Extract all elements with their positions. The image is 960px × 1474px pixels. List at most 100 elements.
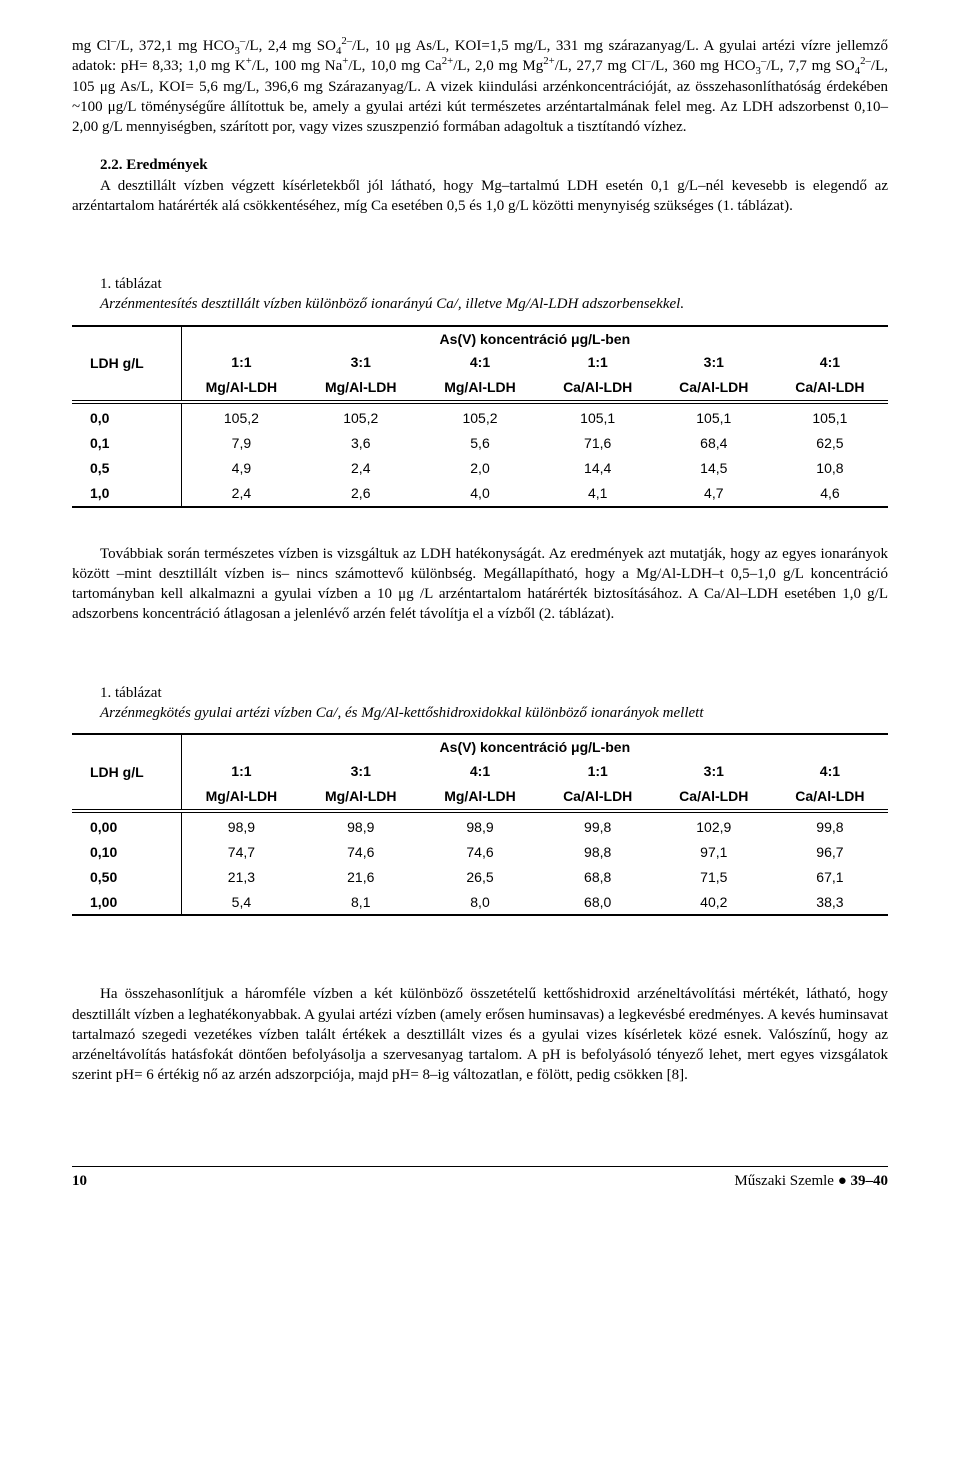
table-row-key: 0,0 <box>72 402 181 431</box>
table-cell: 105,2 <box>181 402 301 431</box>
table-cell: 68,0 <box>540 890 656 916</box>
table-cell: 71,6 <box>540 431 656 456</box>
table-column-header: Mg/Al-LDH <box>420 784 539 811</box>
intro-paragraph-2: A desztillált vízben végzett kísérletekb… <box>72 176 888 217</box>
table-row: 0,54,92,42,014,414,510,8 <box>72 456 888 481</box>
table-column-header: Ca/Al-LDH <box>540 784 656 811</box>
table-column-header: 1:1 <box>181 350 301 375</box>
table2-name-row: Mg/Al-LDHMg/Al-LDHMg/Al-LDHCa/Al-LDHCa/A… <box>72 784 888 811</box>
table-cell: 102,9 <box>656 811 772 840</box>
table-cell: 40,2 <box>656 890 772 916</box>
outro-paragraph: Ha összehasonlítjuk a háromféle vízben a… <box>72 984 888 1085</box>
table-cell: 2,4 <box>301 456 420 481</box>
page-footer: 10 Műszaki Szemle ● 39–40 <box>72 1166 888 1191</box>
table-cell: 21,3 <box>181 865 301 890</box>
table-column-header: 1:1 <box>540 350 656 375</box>
table1-caption-number: 1. táblázat <box>72 274 888 294</box>
table-row-key: 0,50 <box>72 865 181 890</box>
table-cell: 98,9 <box>181 811 301 840</box>
table-row: 0,17,93,65,671,668,462,5 <box>72 431 888 456</box>
table-column-header: 1:1 <box>540 759 656 784</box>
table-column-header: 3:1 <box>656 350 772 375</box>
section-heading-2-2: 2.2. Eredmények <box>72 155 888 175</box>
table-column-header: 3:1 <box>656 759 772 784</box>
table-cell: 26,5 <box>420 865 539 890</box>
table-cell: 10,8 <box>772 456 888 481</box>
table-cell: 14,4 <box>540 456 656 481</box>
table-column-header: 4:1 <box>420 350 539 375</box>
table-cell: 7,9 <box>181 431 301 456</box>
table1-superheader: As(V) koncentráció μg/L-ben <box>181 326 888 351</box>
table-cell: 8,0 <box>420 890 539 916</box>
table-row: 0,5021,321,626,568,871,567,1 <box>72 865 888 890</box>
table-row-key: 0,5 <box>72 456 181 481</box>
table-row-key: 1,0 <box>72 481 181 507</box>
table-cell: 5,4 <box>181 890 301 916</box>
table-column-header: Mg/Al-LDH <box>301 784 420 811</box>
table-column-header: Ca/Al-LDH <box>772 375 888 402</box>
intro-paragraph-1: mg Cl–/L, 372,1 mg HCO3–/L, 2,4 mg SO42–… <box>72 36 888 137</box>
table2-superheader: As(V) koncentráció μg/L-ben <box>181 734 888 759</box>
table-column-header: 4:1 <box>772 759 888 784</box>
table-row: 0,1074,774,674,698,897,196,7 <box>72 840 888 865</box>
table-cell: 2,4 <box>181 481 301 507</box>
table-cell: 105,1 <box>772 402 888 431</box>
table2: LDH g/L As(V) koncentráció μg/L-ben 1:13… <box>72 733 888 916</box>
journal-name: Műszaki Szemle ● 39–40 <box>734 1171 888 1191</box>
table-cell: 4,9 <box>181 456 301 481</box>
table-cell: 21,6 <box>301 865 420 890</box>
table-column-header: Ca/Al-LDH <box>540 375 656 402</box>
table-cell: 38,3 <box>772 890 888 916</box>
table-row-key: 0,10 <box>72 840 181 865</box>
table-column-header: 4:1 <box>420 759 539 784</box>
table-cell: 2,6 <box>301 481 420 507</box>
table-cell: 71,5 <box>656 865 772 890</box>
table-cell: 4,0 <box>420 481 539 507</box>
table2-caption-number: 1. táblázat <box>72 683 888 703</box>
table-cell: 67,1 <box>772 865 888 890</box>
table-column-header: 4:1 <box>772 350 888 375</box>
table-column-header: Ca/Al-LDH <box>772 784 888 811</box>
table2-corner: LDH g/L <box>72 734 181 811</box>
table-column-header: Mg/Al-LDH <box>181 784 301 811</box>
table-cell: 74,6 <box>301 840 420 865</box>
table2-caption-title: Arzénmegkötés gyulai artézi vízben Ca/, … <box>72 703 888 723</box>
page-number: 10 <box>72 1171 87 1191</box>
table1-body: 0,0105,2105,2105,2105,1105,1105,10,17,93… <box>72 402 888 507</box>
table-cell: 4,7 <box>656 481 772 507</box>
table-column-header: Mg/Al-LDH <box>181 375 301 402</box>
table-cell: 2,0 <box>420 456 539 481</box>
table-cell: 3,6 <box>301 431 420 456</box>
table-cell: 14,5 <box>656 456 772 481</box>
table-column-header: Ca/Al-LDH <box>656 375 772 402</box>
table-row: 0,0098,998,998,999,8102,999,8 <box>72 811 888 840</box>
table-column-header: Mg/Al-LDH <box>420 375 539 402</box>
table-cell: 105,1 <box>656 402 772 431</box>
table-cell: 97,1 <box>656 840 772 865</box>
table1-corner: LDH g/L <box>72 326 181 403</box>
table-cell: 74,7 <box>181 840 301 865</box>
table-column-header: 3:1 <box>301 350 420 375</box>
table1-caption-title: Arzénmentesítés desztillált vízben külön… <box>72 294 888 314</box>
table-cell: 98,9 <box>301 811 420 840</box>
table-cell: 105,1 <box>540 402 656 431</box>
table-row: 1,02,42,64,04,14,74,6 <box>72 481 888 507</box>
table-cell: 8,1 <box>301 890 420 916</box>
table-cell: 5,6 <box>420 431 539 456</box>
table-cell: 74,6 <box>420 840 539 865</box>
table-column-header: 1:1 <box>181 759 301 784</box>
table-column-header: Ca/Al-LDH <box>656 784 772 811</box>
table1: LDH g/L As(V) koncentráció μg/L-ben 1:13… <box>72 325 888 508</box>
table-cell: 98,8 <box>540 840 656 865</box>
table2-ratio-row: 1:13:14:11:13:14:1 <box>72 759 888 784</box>
table-cell: 99,8 <box>540 811 656 840</box>
table-row-key: 0,1 <box>72 431 181 456</box>
table1-name-row: Mg/Al-LDHMg/Al-LDHMg/Al-LDHCa/Al-LDHCa/A… <box>72 375 888 402</box>
table-row-key: 0,00 <box>72 811 181 840</box>
table-cell: 68,8 <box>540 865 656 890</box>
table2-body: 0,0098,998,998,999,8102,999,80,1074,774,… <box>72 811 888 916</box>
table-row-key: 1,00 <box>72 890 181 916</box>
table-column-header: 3:1 <box>301 759 420 784</box>
table-cell: 105,2 <box>420 402 539 431</box>
table-cell: 98,9 <box>420 811 539 840</box>
